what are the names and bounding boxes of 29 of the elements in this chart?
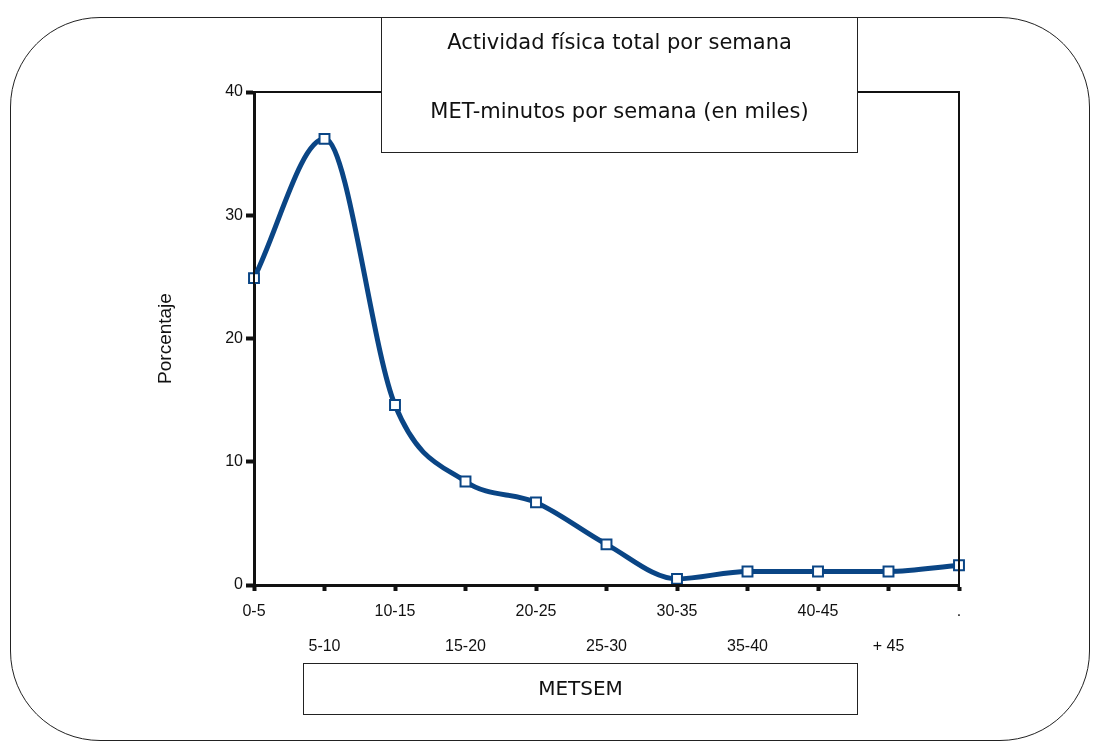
x-tick-label: 40-45 [797,602,839,620]
x-tick-label: 35-40 [727,637,769,655]
y-tick-label: 30 [225,205,244,223]
point [318,132,331,145]
point [741,565,754,578]
x-tick-label: 25-30 [586,637,628,655]
y-axis-title: Porcentaje [153,293,175,384]
x-tick-label: . [956,602,962,620]
x-tick-label: 10-15 [374,602,416,620]
y-tick-label: 10 [225,452,244,470]
x-tick-label: 0-5 [242,602,266,620]
y-tick-label: 40 [225,82,244,100]
x-tick-label: + 45 [872,637,905,655]
point [812,565,824,578]
title-box: Actividad física total por semana MET-minutos por semana (en miles) [381,17,858,153]
chart-subtitle: MET-minutos por semana (en miles) [429,99,810,123]
point [389,399,401,412]
point [882,565,895,578]
y-tick-label: 0 [234,575,244,593]
point [671,572,683,585]
chart-title: Actividad física total por semana [446,30,793,54]
x-tick-label: 30-35 [656,602,698,620]
point [600,538,613,551]
axis-title-box: METSEM [303,663,858,715]
x-tick-label: 5-10 [308,637,341,655]
x-tick-label: 20-25 [515,602,557,620]
x-tick-label: 15-20 [445,637,487,655]
y-tick-label: 20 [225,328,244,346]
point [530,496,542,509]
